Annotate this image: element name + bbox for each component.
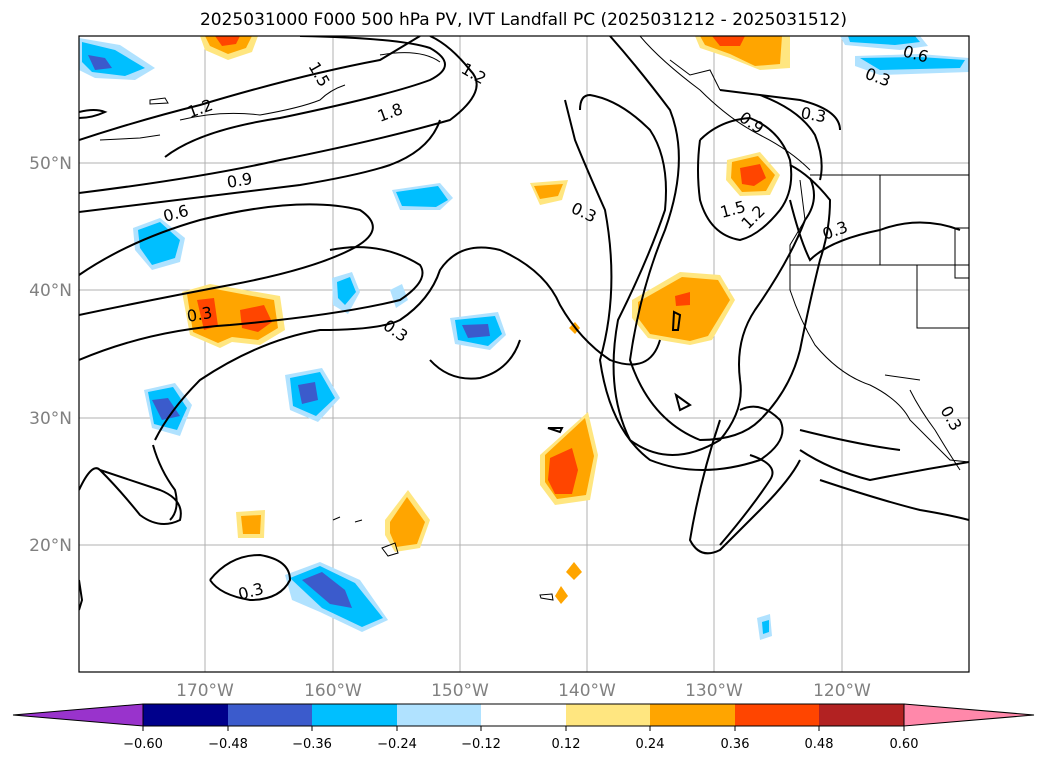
colorbar-extend-low [12, 703, 144, 727]
colorbar-bin [650, 704, 735, 726]
gridlines [79, 36, 969, 672]
colorbar: −0.60 −0.48 −0.36 −0.24 −0.12 0.12 0.24 … [12, 703, 1035, 752]
colorbar-tick-label: −0.24 [377, 737, 417, 752]
lon-label-160w: 160°W [304, 681, 362, 701]
colorbar-bin [397, 704, 481, 726]
colorbar-bin [735, 704, 819, 726]
coastlines [99, 36, 969, 601]
latitude-labels: 50°N 40°N 30°N 20°N [29, 154, 72, 556]
colorbar-tick-label: −0.36 [292, 737, 332, 752]
map-background [79, 36, 969, 672]
colorbar-tick-label: −0.48 [208, 737, 248, 752]
lon-label-130w: 130°W [685, 681, 743, 701]
pv-anomaly-fills [79, 36, 969, 640]
colorbar-bin [228, 704, 312, 726]
lon-label-120w: 120°W [813, 681, 871, 701]
figure-title: 2025031000 F000 500 hPa PV, IVT Landfall… [199, 10, 847, 30]
lon-label-140w: 140°W [558, 681, 616, 701]
lon-label-170w: 170°W [176, 681, 234, 701]
lat-label-20n: 20°N [29, 536, 72, 556]
contour-label: 0.3 [185, 303, 213, 326]
colorbar-tick-label: −0.60 [123, 737, 163, 752]
contour-label: 0.3 [799, 103, 827, 126]
lon-label-150w: 150°W [431, 681, 489, 701]
contour-label: 0.9 [225, 169, 253, 192]
longitude-labels: 170°W 160°W 150°W 140°W 130°W 120°W [176, 681, 871, 701]
colorbar-bin [481, 704, 566, 726]
colorbar-bin [312, 704, 397, 726]
pv-contours [79, 36, 969, 611]
colorbar-frame [142, 703, 905, 727]
colorbar-bin [819, 704, 904, 726]
colorbar-extend-high [903, 703, 1035, 727]
colorbar-bin [143, 704, 228, 726]
map-border [78, 35, 970, 673]
colorbar-tick-label: 0.60 [890, 737, 919, 752]
lat-label-50n: 50°N [29, 154, 72, 174]
colorbar-tick-label: 0.12 [552, 737, 581, 752]
lat-label-40n: 40°N [29, 281, 72, 301]
lat-label-30n: 30°N [29, 409, 72, 429]
colorbar-tick-label: 0.48 [805, 737, 834, 752]
colorbar-tick-label: 0.36 [721, 737, 750, 752]
colorbar-bin [566, 704, 650, 726]
colorbar-tick-label: −0.12 [461, 737, 501, 752]
colorbar-tick-label: 0.24 [636, 737, 665, 752]
